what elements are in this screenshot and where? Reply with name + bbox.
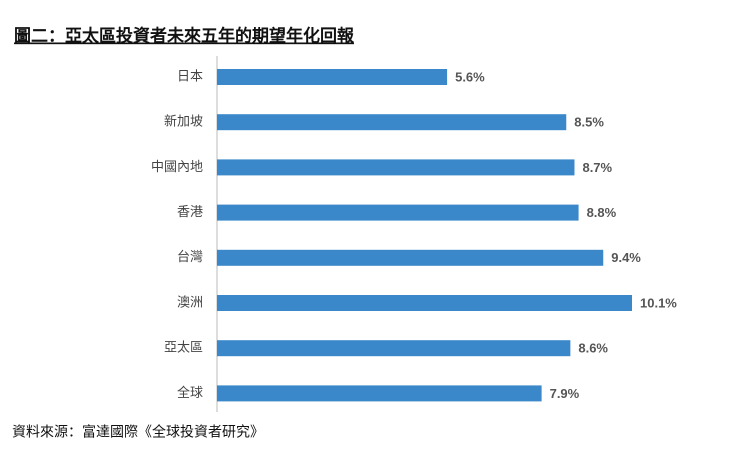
value-label: 8.6% (578, 341, 608, 356)
bar (217, 159, 575, 176)
bar (217, 385, 542, 402)
category-label: 中國內地 (151, 159, 203, 174)
value-label: 10.1% (640, 295, 677, 310)
category-label: 日本 (177, 68, 203, 83)
category-label: 全球 (177, 385, 203, 400)
value-label: 5.6% (455, 69, 485, 84)
value-label: 8.5% (574, 115, 604, 130)
value-label: 9.4% (611, 250, 641, 265)
category-label: 新加坡 (164, 114, 203, 129)
value-label: 8.8% (587, 205, 617, 220)
bar (217, 69, 448, 85)
category-label: 台灣 (177, 249, 203, 264)
source-note: 資料來源：富達國際《全球投資者研究》 (12, 424, 264, 440)
bar (217, 340, 571, 357)
value-label: 7.9% (550, 386, 580, 401)
bar (217, 114, 567, 131)
category-label: 亞太區 (164, 340, 203, 355)
chart-title: 圖二：亞太區投資者未來五年的期望年化回報 (14, 25, 355, 45)
bar (217, 249, 604, 266)
category-label: 澳洲 (177, 294, 203, 309)
bar (217, 204, 579, 221)
category-label: 香港 (177, 204, 203, 219)
value-label: 8.7% (582, 160, 612, 175)
bar (217, 295, 632, 311)
